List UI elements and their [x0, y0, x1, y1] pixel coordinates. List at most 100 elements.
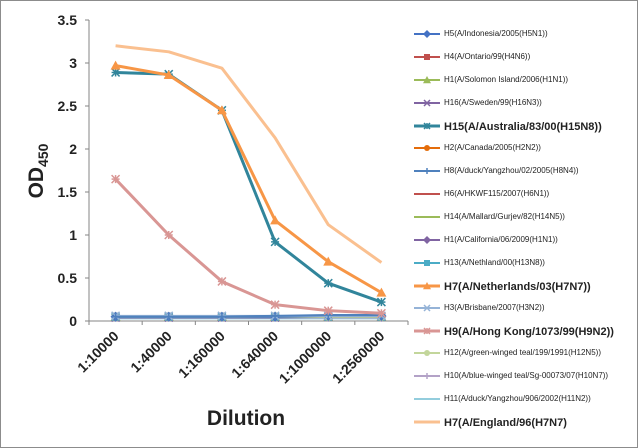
legend-label: H15(A/Australia/83/00(H15N8)) — [444, 121, 602, 133]
legend-label: H13(A/Nethland/00(H13N8)) — [444, 258, 545, 267]
legend-item: H1(A/California/06/2009(H1N1)) — [413, 235, 635, 245]
legend-label: H5(A/Indonesia/2005(H5N1)) — [444, 29, 548, 38]
legend-label: H1(A/California/06/2009(H1N1)) — [444, 235, 558, 244]
legend-label: H8(A/duck/Yangzhou/02/2005(H8N4)) — [444, 166, 579, 175]
series-line — [115, 44, 383, 264]
legend-label: H3(A/Brisbane/2007(H3N2)) — [444, 303, 545, 312]
legend-swatch — [414, 327, 440, 335]
legend-item: H8(A/duck/Yangzhou/02/2005(H8N4)) — [413, 166, 635, 176]
legend-swatch — [414, 216, 440, 218]
legend-swatch — [414, 236, 440, 244]
data-point — [270, 237, 280, 247]
data-point — [424, 350, 430, 356]
data-point — [164, 312, 173, 321]
legend-swatch — [414, 304, 440, 312]
data-point — [323, 306, 333, 316]
legend-label: H1(A/Solomon Island/2006(H1N1)) — [444, 75, 569, 84]
y-tick-label: 3 — [69, 55, 77, 71]
data-point — [323, 256, 334, 266]
legend-swatch — [414, 54, 440, 60]
legend-label: H2(A/Canada/2005(H2N2)) — [444, 143, 541, 152]
y-tick-label: 3.5 — [58, 12, 78, 28]
data-point — [376, 297, 386, 307]
y-axis-title-subscript: 450 — [35, 143, 51, 167]
x-tick-label: 1:40000 — [127, 328, 175, 376]
legend-item: H13(A/Nethland/00(H13N8)) — [413, 258, 635, 268]
data-point — [423, 327, 431, 335]
legend: H5(A/Indonesia/2005(H5N1)) H4(A/Ontario/9… — [413, 29, 635, 439]
legend-label: H14(A/Mallard/Gurjev/82(H14N5)) — [444, 212, 565, 221]
data-point — [423, 30, 431, 38]
y-axis-title: OD450 — [25, 143, 51, 198]
legend-label: H11(A/duck/Yangzhou/906/2002(H11N2)) — [444, 394, 591, 403]
legend-swatch — [414, 145, 440, 151]
data-point — [217, 276, 227, 286]
data-point — [376, 287, 387, 297]
data-point — [376, 308, 386, 318]
data-point — [111, 312, 120, 321]
data-point — [423, 99, 431, 107]
y-tick-label: 1 — [69, 227, 77, 243]
legend-label: H9(A/Hong Kong/1073/99(H9N2)) — [444, 326, 614, 338]
data-point — [217, 312, 226, 321]
legend-swatch — [414, 99, 440, 107]
data-point — [424, 145, 430, 151]
data-point — [271, 311, 280, 320]
data-point — [424, 373, 430, 379]
data-point — [163, 70, 174, 80]
legend-item: H9(A/Hong Kong/1073/99(H9N2)) — [413, 326, 635, 339]
legend-label: H10(A/blue-winged teal/Sg-00073/07(H10N7… — [444, 371, 609, 380]
x-tick-label: 1:10000 — [74, 328, 122, 376]
legend-swatch — [414, 168, 440, 174]
y-tick-labels: 0 0.5 1 1.5 2 2.5 3 3.5 — [58, 12, 89, 329]
x-tick-label: 1:2560000 — [329, 328, 388, 387]
legend-item: H3(A/Brisbane/2007(H3N2)) — [413, 303, 635, 313]
series-lines — [110, 44, 387, 323]
legend-swatch — [414, 282, 440, 290]
data-point — [164, 230, 174, 240]
data-point — [270, 300, 280, 310]
legend-item: H15(A/Australia/83/00(H15N8)) — [413, 121, 635, 134]
data-point — [110, 60, 121, 70]
legend-item: H2(A/Canada/2005(H2N2)) — [413, 143, 635, 153]
x-axis-title: Dilution — [207, 407, 285, 430]
legend-label: H16(A/Sweden/99(H16N3)) — [444, 98, 542, 107]
legend-swatch — [414, 398, 440, 400]
legend-swatch — [414, 260, 440, 266]
legend-item: H12(A/green-winged teal/199/1991(H12N5)) — [413, 348, 635, 358]
axes — [88, 20, 408, 322]
data-point — [424, 168, 430, 174]
x-tick-label: 1:160000 — [175, 328, 228, 381]
data-point — [270, 215, 281, 225]
data-point — [424, 260, 430, 266]
y-tick-label: 0 — [69, 313, 77, 329]
x-tick-labels: 1:10000 1:40000 1:160000 1:6400001:10000001… — [74, 321, 409, 387]
legend-swatch — [414, 122, 440, 130]
legend-swatch — [414, 350, 440, 356]
legend-item: H14(A/Mallard/Gurjev/82(H14N5)) — [413, 212, 635, 222]
legend-item: H7(A/Netherlands/03(H7N7)) — [413, 281, 635, 294]
legend-swatch — [414, 193, 440, 195]
series-line — [110, 60, 387, 297]
data-point — [423, 282, 431, 290]
legend-label: H7(A/England/96(H7N7) — [444, 417, 567, 429]
legend-label: H12(A/green-winged teal/199/1991(H12N5)) — [444, 348, 601, 357]
y-tick-label: 0.5 — [58, 270, 78, 286]
series-line — [111, 174, 386, 318]
legend-item: H5(A/Indonesia/2005(H5N1)) — [413, 29, 635, 39]
legend-label: H7(A/Netherlands/03(H7N7)) — [444, 281, 591, 293]
data-point — [423, 76, 431, 84]
legend-item: H16(A/Sweden/99(H16N3)) — [413, 98, 635, 108]
data-point — [216, 105, 227, 115]
legend-item: H4(A/Ontario/99(H4N6)) — [413, 52, 635, 62]
data-point — [111, 174, 121, 184]
legend-swatch — [414, 30, 440, 38]
data-point — [423, 236, 431, 244]
data-point — [423, 122, 431, 130]
data-point — [111, 67, 121, 77]
legend-item: H10(A/blue-winged teal/Sg-00073/07(H10N7… — [413, 371, 635, 381]
legend-item: H7(A/England/96(H7N7) — [413, 417, 635, 430]
legend-label: H4(A/Ontario/99(H4N6)) — [444, 52, 531, 61]
